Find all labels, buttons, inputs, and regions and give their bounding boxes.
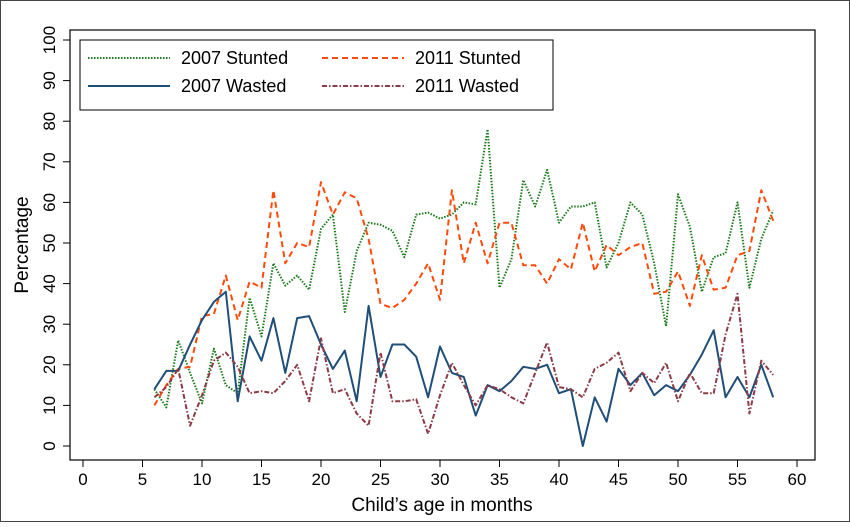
y-tick-label: 0 — [40, 441, 59, 450]
y-axis-label: Percentage — [12, 196, 33, 293]
series-line-2007-stunted — [153, 128, 775, 409]
series-line-2007-wasted — [153, 290, 775, 447]
legend-label: 2007 Stunted — [181, 48, 288, 68]
legend-label: 2007 Wasted — [181, 76, 286, 96]
series-line-2011-stunted — [153, 181, 775, 406]
x-tick-label: 0 — [78, 470, 87, 489]
x-tick-label: 15 — [252, 470, 271, 489]
y-tick-label: 60 — [40, 193, 59, 212]
y-tick-label: 10 — [40, 396, 59, 415]
legend-label: 2011 Stunted — [415, 48, 521, 68]
y-tick-label: 80 — [40, 112, 59, 131]
x-tick-label: 5 — [138, 470, 147, 489]
y-tick-label: 20 — [40, 355, 59, 374]
x-axis-label: Child’s age in months — [351, 495, 532, 516]
y-tick-label: 100 — [40, 26, 59, 54]
legend: 2007 Stunted 2007 Wasted 2011 Stunted 2011 … — [79, 39, 554, 111]
x-tick-label: 30 — [431, 470, 450, 489]
x-tick-label: 10 — [193, 470, 212, 489]
x-tick-label: 35 — [490, 470, 509, 489]
x-tick-label: 25 — [371, 470, 390, 489]
series-line-2011-wasted — [153, 292, 774, 435]
x-tick-label: 55 — [728, 470, 747, 489]
legend-label: 2011 Wasted — [415, 76, 519, 96]
x-axis: 0 5 10 15 20 25 30 35 40 45 50 55 60 — [78, 460, 806, 489]
y-tick-label: 40 — [40, 274, 59, 293]
y-tick-label: 70 — [40, 152, 59, 171]
y-axis: 0 10 20 30 40 50 60 70 80 90 100 — [40, 26, 70, 451]
series-lines — [153, 128, 775, 447]
x-tick-label: 45 — [609, 470, 628, 489]
y-tick-label: 30 — [40, 315, 59, 334]
x-tick-label: 60 — [788, 470, 807, 489]
x-tick-label: 40 — [550, 470, 569, 489]
x-tick-label: 20 — [312, 470, 331, 489]
y-tick-label: 50 — [40, 234, 59, 253]
y-tick-label: 90 — [40, 71, 59, 90]
legend-box — [79, 39, 554, 111]
x-tick-label: 50 — [669, 470, 688, 489]
